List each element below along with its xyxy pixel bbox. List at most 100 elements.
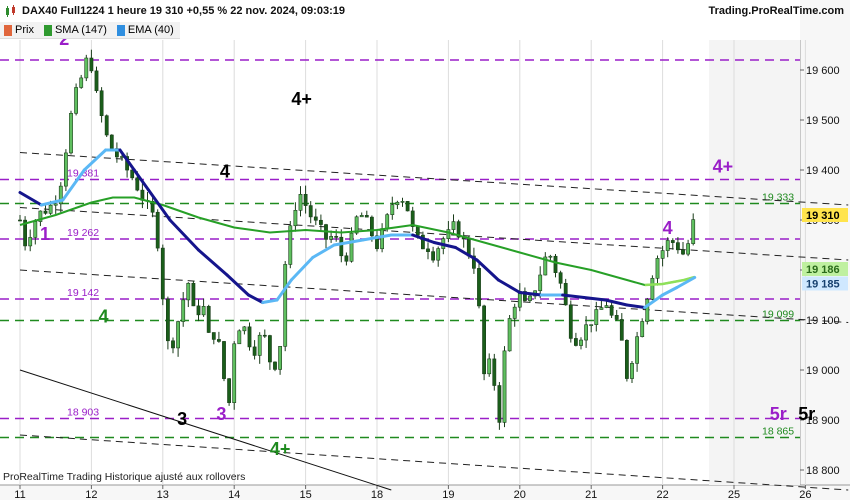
candle-body[interactable] — [400, 201, 405, 203]
candle-body[interactable] — [69, 113, 73, 154]
candle-body[interactable] — [53, 203, 58, 206]
candle-body[interactable] — [23, 219, 28, 247]
ema-segment[interactable] — [361, 233, 393, 242]
candle-body[interactable] — [313, 216, 318, 221]
candle-body[interactable] — [477, 268, 481, 307]
candle-body[interactable] — [604, 305, 609, 308]
candle-body[interactable] — [252, 346, 257, 356]
candle-body[interactable] — [191, 282, 196, 307]
candle-body[interactable] — [38, 210, 43, 222]
trend-line[interactable] — [19, 269, 849, 323]
plot-area[interactable] — [0, 40, 800, 485]
candle-body[interactable] — [334, 236, 339, 238]
candle-body[interactable] — [359, 215, 364, 218]
candle-body[interactable] — [543, 256, 548, 276]
candle-body[interactable] — [48, 204, 53, 214]
candle-body[interactable] — [594, 309, 599, 325]
candle-body[interactable] — [635, 336, 640, 364]
candle-body[interactable] — [43, 210, 48, 214]
ema-segment[interactable] — [275, 278, 293, 302]
candle-body[interactable] — [451, 221, 456, 230]
candle-body[interactable] — [33, 221, 38, 238]
trend-line[interactable] — [19, 152, 849, 206]
candle-body[interactable] — [431, 251, 436, 261]
ema-segment[interactable] — [289, 256, 315, 282]
candle-body[interactable] — [293, 210, 298, 227]
candle-body[interactable] — [308, 205, 313, 218]
candle-body[interactable] — [390, 204, 395, 215]
ema-segment[interactable] — [197, 248, 229, 277]
candle-body[interactable] — [507, 318, 512, 352]
candle-body[interactable] — [79, 77, 84, 88]
candle-body[interactable] — [528, 295, 532, 301]
candle-body[interactable] — [273, 361, 277, 370]
candle-body[interactable] — [410, 210, 415, 227]
candle-body[interactable] — [482, 305, 487, 375]
legend-item-price[interactable]: Prix — [0, 22, 40, 38]
candle-body[interactable] — [196, 305, 201, 316]
ema-segment[interactable] — [225, 273, 250, 297]
candle-body[interactable] — [18, 219, 22, 222]
candle-body[interactable] — [99, 90, 104, 117]
candle-body[interactable] — [670, 240, 675, 243]
candle-body[interactable] — [380, 228, 385, 250]
candle-body[interactable] — [222, 341, 226, 379]
candle-body[interactable] — [344, 255, 349, 262]
ema-segment[interactable] — [561, 293, 586, 299]
candle-body[interactable] — [109, 134, 114, 149]
candle-body[interactable] — [166, 298, 170, 342]
candle-body[interactable] — [436, 248, 441, 261]
candle-body[interactable] — [675, 242, 680, 251]
candle-body[interactable] — [375, 235, 379, 250]
candle-body[interactable] — [227, 378, 232, 403]
legend-item-sma[interactable]: SMA (147) — [40, 22, 113, 38]
ema-segment[interactable] — [168, 218, 200, 252]
candle-body[interactable] — [89, 57, 94, 72]
candle-body[interactable] — [497, 385, 502, 423]
candle-body[interactable] — [267, 335, 272, 363]
ema-segment[interactable] — [411, 233, 436, 244]
candle-body[interactable] — [242, 326, 247, 332]
ema-segment[interactable] — [496, 278, 522, 294]
candle-body[interactable] — [512, 306, 517, 319]
candle-body[interactable] — [538, 274, 543, 292]
candle-body[interactable] — [471, 255, 476, 269]
candle-body[interactable] — [262, 334, 267, 337]
ema-segment[interactable] — [118, 148, 136, 172]
ema-segment[interactable] — [332, 238, 365, 247]
candle-body[interactable] — [522, 291, 527, 301]
candle-body[interactable] — [619, 319, 624, 341]
candle-body[interactable] — [558, 272, 563, 284]
candle-body[interactable] — [609, 305, 614, 316]
candle-body[interactable] — [364, 215, 369, 218]
candle-body[interactable] — [278, 346, 283, 370]
candle-body[interactable] — [645, 298, 650, 322]
candle-body[interactable] — [160, 247, 165, 300]
candle-body[interactable] — [201, 306, 206, 316]
ema-segment[interactable] — [454, 246, 479, 262]
candle-body[interactable] — [298, 194, 303, 211]
candle-body[interactable] — [492, 358, 497, 386]
legend-item-ema[interactable]: EMA (40) — [113, 22, 180, 38]
candlestick-menu-icon[interactable] — [4, 4, 18, 18]
candle-body[interactable] — [589, 324, 594, 326]
candle-body[interactable] — [247, 326, 252, 348]
candle-body[interactable] — [655, 258, 660, 279]
ema-segment[interactable] — [132, 168, 151, 192]
candle-body[interactable] — [573, 338, 578, 346]
candle-body[interactable] — [283, 264, 288, 347]
candle-body[interactable] — [426, 248, 430, 252]
candle-body[interactable] — [206, 306, 211, 333]
ema-segment[interactable] — [147, 188, 172, 222]
candle-body[interactable] — [211, 332, 216, 340]
candle-body[interactable] — [181, 299, 186, 322]
candle-body[interactable] — [339, 236, 344, 257]
candle-body[interactable] — [232, 343, 237, 403]
ema-segment[interactable] — [625, 303, 647, 309]
candle-body[interactable] — [579, 339, 583, 346]
candle-body[interactable] — [568, 304, 573, 339]
candle-body[interactable] — [176, 321, 181, 349]
ema-segment[interactable] — [82, 148, 108, 172]
candle-body[interactable] — [487, 358, 492, 375]
candle-body[interactable] — [686, 243, 691, 255]
